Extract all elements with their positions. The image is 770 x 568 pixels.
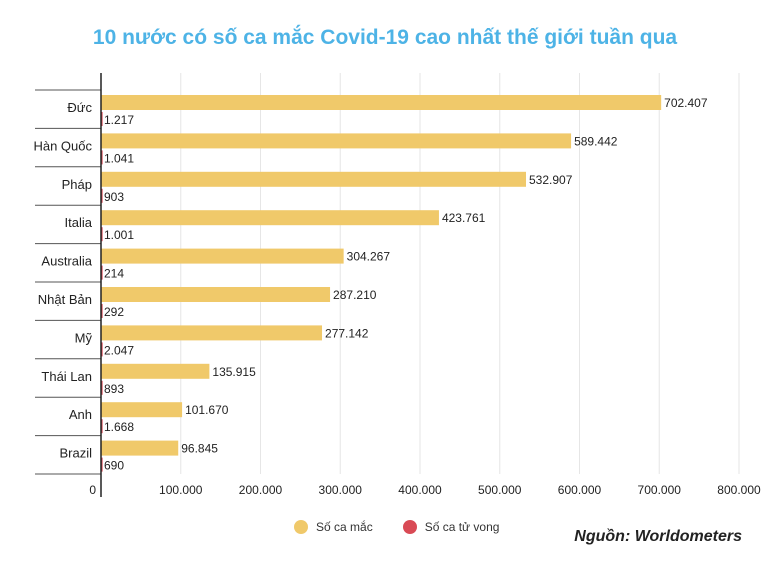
category-label-0: Đức [67, 100, 92, 115]
category-label-4: Australia [41, 254, 92, 269]
legend-item-deaths: Số ca tử vong [402, 520, 500, 534]
category-label-1: Hàn Quốc [33, 138, 92, 153]
source-note: Nguồn: Worldometers [574, 528, 742, 545]
bar-label-cases-4: 304.267 [347, 250, 391, 264]
category-label-8: Anh [69, 407, 92, 422]
bar-label-deaths-3: 1.001 [104, 228, 134, 242]
bar-label-deaths-2: 903 [104, 190, 124, 204]
bar-label-cases-8: 101.670 [185, 403, 229, 417]
x-tick-label-5: 500.000 [478, 483, 522, 497]
bar-label-cases-0: 702.407 [664, 96, 708, 110]
category-label-3: Italia [65, 215, 93, 230]
bar-label-deaths-1: 1.041 [104, 151, 134, 165]
x-tick-label-3: 300.000 [319, 483, 363, 497]
bar-label-deaths-8: 1.668 [104, 420, 134, 434]
x-tick-label-1: 100.000 [159, 483, 203, 497]
legend-label-deaths: Số ca tử vong [424, 520, 500, 534]
bar-deaths-4 [101, 265, 103, 280]
bar-deaths-8 [101, 419, 103, 434]
legend-label-cases: Số ca mắc [316, 520, 373, 534]
category-label-9: Brazil [59, 446, 92, 461]
bar-label-deaths-9: 690 [104, 459, 124, 473]
bar-deaths-2 [101, 188, 103, 203]
x-tick-label-6: 600.000 [558, 483, 602, 497]
bar-cases-1 [101, 133, 572, 149]
bar-label-deaths-5: 292 [104, 305, 124, 319]
bar-cases-7 [101, 363, 210, 379]
x-tick-label-2: 200.000 [239, 483, 283, 497]
bar-label-cases-5: 287.210 [333, 288, 377, 302]
category-label-2: Pháp [62, 177, 92, 192]
x-tick-label-8: 800.000 [717, 483, 761, 497]
legend-swatch-deaths [402, 520, 417, 534]
bar-cases-0 [101, 95, 662, 110]
bar-cases-9 [101, 440, 179, 456]
bar-label-deaths-7: 893 [104, 382, 124, 396]
bar-deaths-5 [101, 304, 103, 318]
bar-cases-4 [101, 248, 344, 264]
bar-label-deaths-4: 214 [104, 267, 124, 281]
bar-label-deaths-0: 1.217 [104, 113, 134, 127]
legend-item-cases: Số ca mắc [294, 520, 373, 534]
bar-label-deaths-6: 2.047 [104, 343, 134, 357]
bar-label-cases-6: 277.142 [325, 326, 369, 340]
legend-swatch-cases [294, 520, 308, 534]
bar-label-cases-9: 96.845 [181, 442, 218, 456]
bar-deaths-1 [101, 150, 103, 165]
category-label-6: Mỹ [75, 330, 93, 345]
bar-cases-2 [101, 171, 526, 187]
x-tick-label-0: 0 [89, 483, 96, 497]
x-tick-label-4: 400.000 [398, 483, 442, 497]
bar-cases-6 [101, 325, 323, 341]
bar-deaths-3 [101, 227, 103, 242]
bar-deaths-7 [101, 380, 103, 395]
bar-label-cases-2: 532.907 [529, 173, 573, 187]
bar-label-cases-1: 589.442 [574, 134, 618, 148]
bar-cases-8 [101, 402, 183, 418]
bar-chart: Đức Hàn Quốc Pháp Italia Australia Nhật Bản Mỹ… [33, 73, 761, 497]
bar-cases-5 [101, 287, 331, 302]
category-label-7: Thái Lan [41, 369, 92, 384]
legend: Số ca mắc Số ca tử vong [294, 520, 529, 534]
category-label-5: Nhật Bản [38, 292, 92, 307]
bar-label-cases-3: 423.761 [442, 211, 486, 225]
chart-title: 10 nước có số ca mắc Covid-19 cao nhất t… [92, 26, 678, 49]
bar-deaths-0 [101, 112, 103, 126]
bar-deaths-9 [101, 457, 103, 472]
x-tick-label-7: 700.000 [638, 483, 682, 497]
bar-cases-3 [101, 210, 439, 226]
bar-label-cases-7: 135.915 [212, 365, 256, 379]
bar-deaths-6 [101, 342, 103, 357]
